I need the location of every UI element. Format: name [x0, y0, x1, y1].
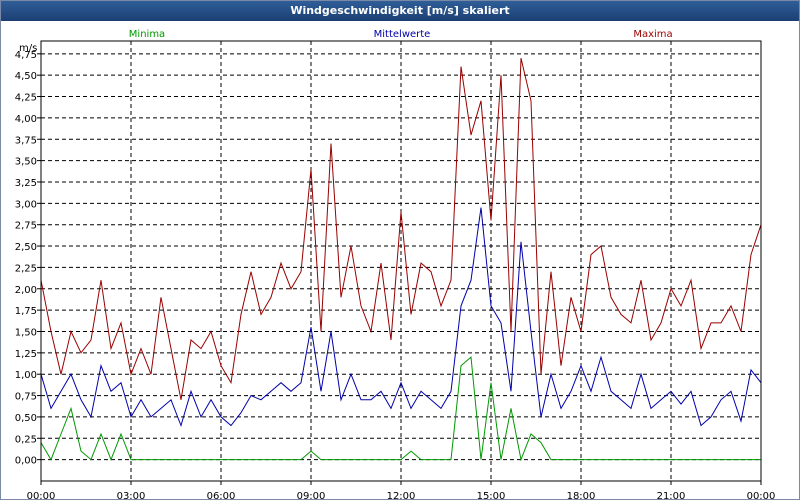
- x-tick-time: 15:00: [477, 491, 506, 499]
- y-tick-label: 4,75: [15, 50, 37, 61]
- y-tick-label: 0,50: [15, 413, 37, 424]
- series-line-minima: [40, 356, 761, 462]
- y-tick-label: 4,25: [15, 93, 37, 104]
- series-line-mittelwerte: [40, 207, 762, 428]
- x-tick-time: 00:00: [747, 491, 776, 499]
- y-axis-unit: m/s: [19, 43, 37, 54]
- y-tick-label: 1,75: [15, 306, 37, 317]
- x-tick-time: 18:00: [567, 491, 596, 499]
- y-tick-label: 1,25: [15, 349, 37, 360]
- y-tick-label: 0,00: [15, 456, 37, 467]
- window-title: Windgeschwindigkeit [m/s] skaliert: [1, 1, 799, 21]
- wind-speed-chart: Minima Mittelwerte Maxima m/s 0,000,250,…: [15, 29, 776, 499]
- plot-area-border: [40, 40, 762, 482]
- x-tick-time: 09:00: [297, 491, 326, 499]
- y-tick-label: 1,00: [15, 370, 37, 381]
- grid: [41, 41, 761, 481]
- axis-ticks: 0,00 0,25 0,50 0,75 1,00 1,25 1,50 1,75 2,00 2,25…: [15, 50, 776, 499]
- x-tick-time: 00:00: [27, 491, 56, 499]
- legend-mittelwerte: Mittelwerte: [374, 29, 431, 40]
- y-tick-label: 3,50: [15, 157, 37, 168]
- y-tick-label: 3,25: [15, 178, 37, 189]
- x-tick-time: 21:00: [657, 491, 686, 499]
- y-tick-label: 2,75: [15, 221, 37, 232]
- series-layer: [40, 57, 762, 462]
- x-tick-time: 06:00: [207, 491, 236, 499]
- y-tick-label: 0,25: [15, 434, 37, 445]
- legend-maxima: Maxima: [633, 29, 672, 40]
- legend: Minima Mittelwerte Maxima: [129, 29, 673, 40]
- x-tick-time: 03:00: [117, 491, 146, 499]
- y-tick-label: 2,50: [15, 242, 37, 253]
- y-tick-label: 2,00: [15, 285, 37, 296]
- y-tick-label: 0,75: [15, 392, 37, 403]
- y-tick-label: 4,00: [15, 114, 37, 125]
- y-tick-label: 4,50: [15, 71, 37, 82]
- y-tick-label: 1,50: [15, 327, 37, 338]
- series-line-maxima: [40, 57, 762, 400]
- y-tick-label: 3,75: [15, 135, 37, 146]
- legend-minima: Minima: [129, 29, 165, 40]
- x-tick-time: 12:00: [387, 491, 416, 499]
- y-tick-label: 2,25: [15, 263, 37, 274]
- y-tick-label: 3,00: [15, 199, 37, 210]
